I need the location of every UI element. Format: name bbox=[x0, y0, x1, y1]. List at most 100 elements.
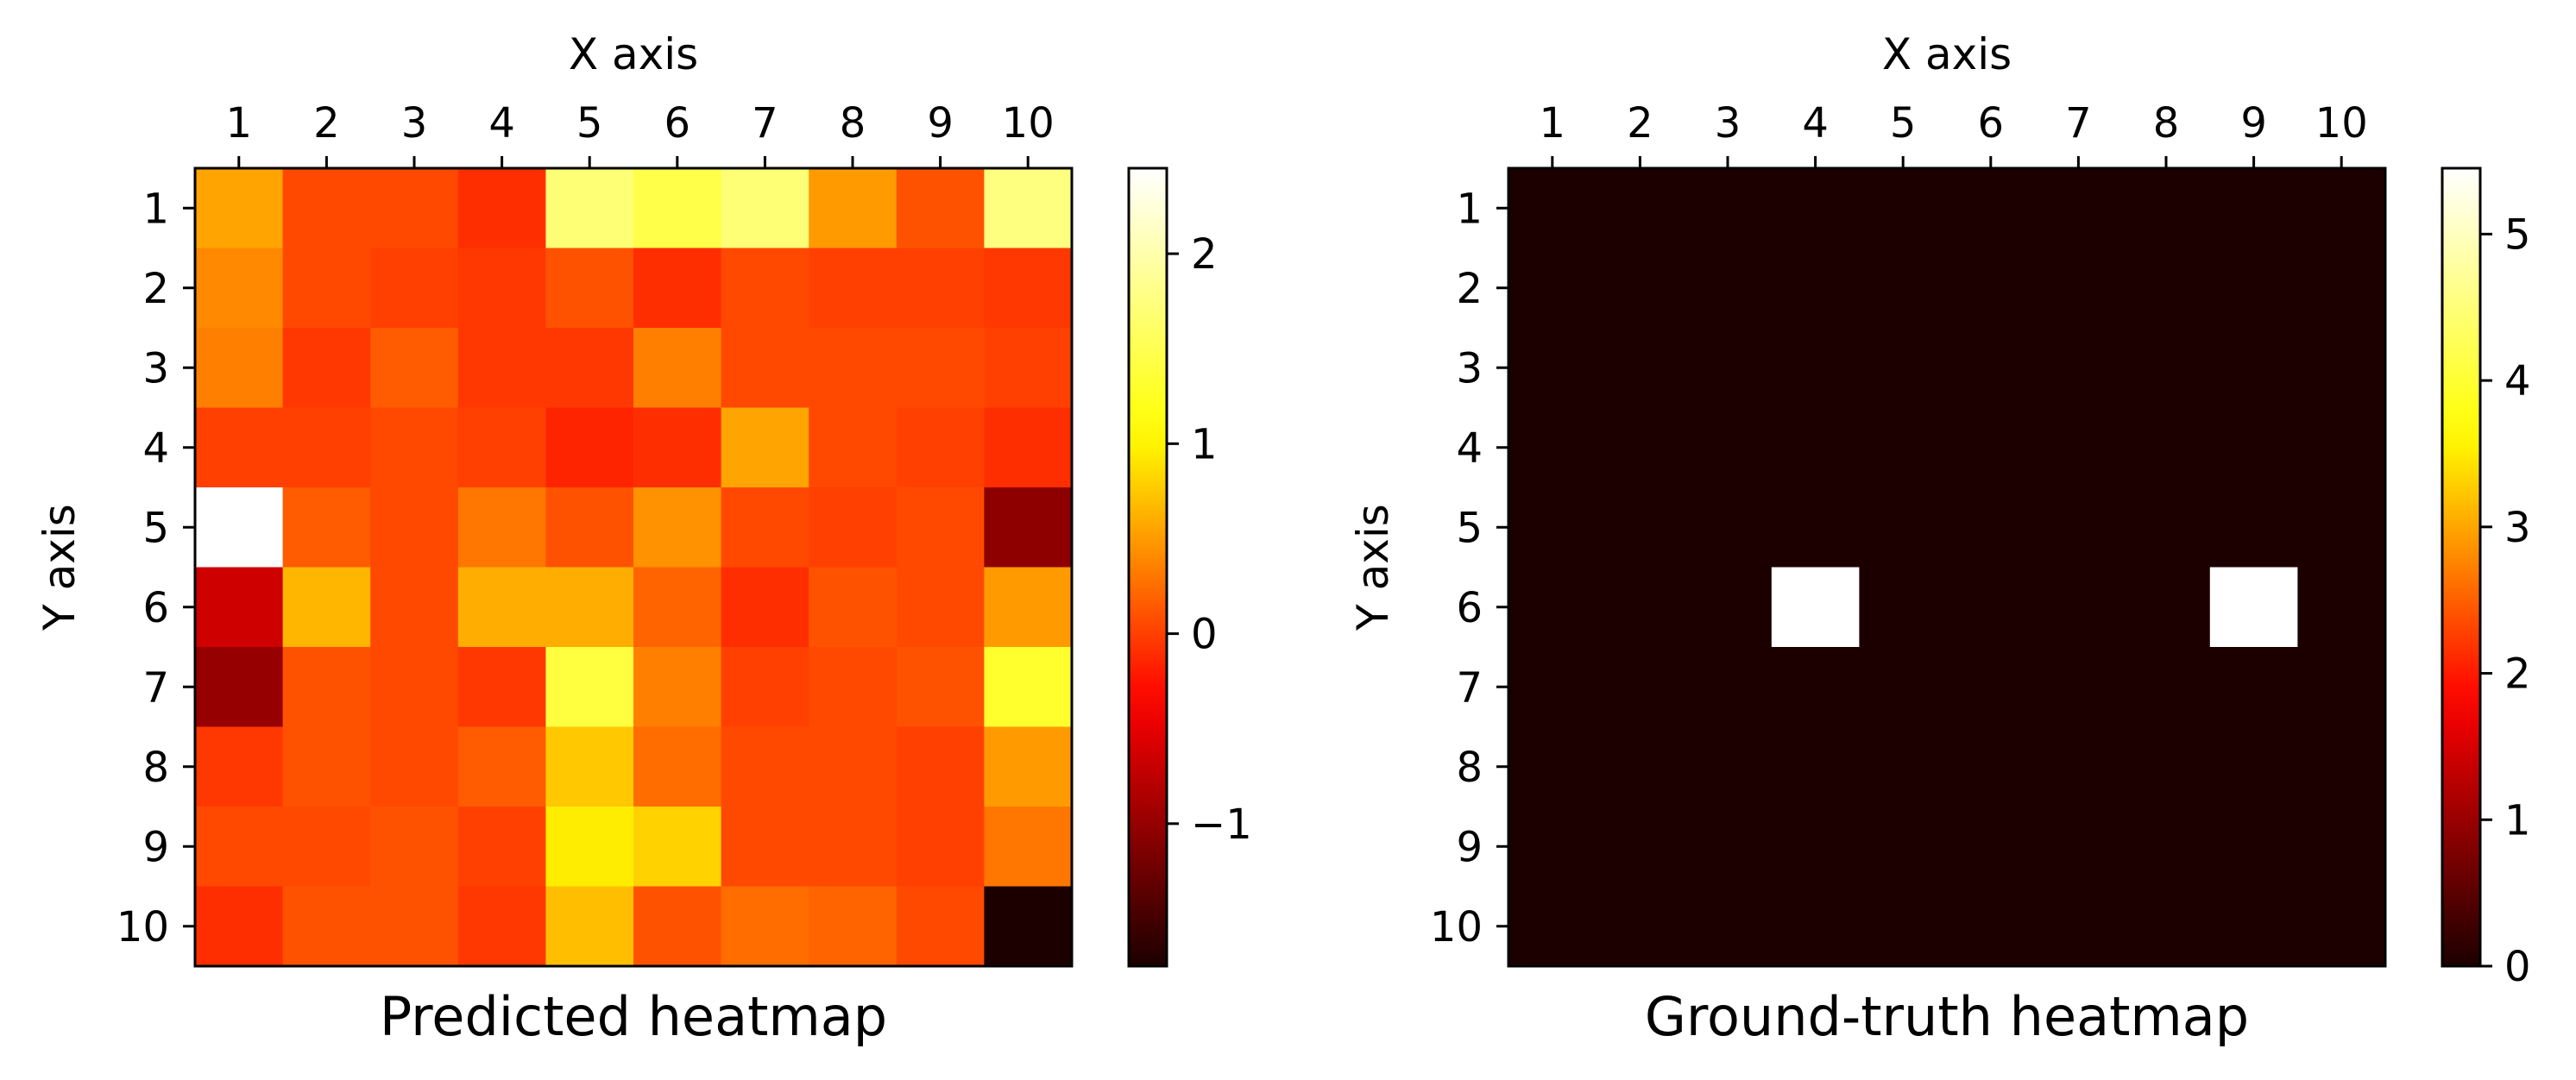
predicted-cell-r2-c10 bbox=[984, 248, 1073, 329]
ground-truth-cell-r7-c1 bbox=[1508, 647, 1597, 728]
predicted-cell-r3-c5 bbox=[545, 328, 634, 409]
ground-truth-cell-r6-c8 bbox=[2122, 567, 2211, 648]
ground-truth-cell-r6-c6 bbox=[1947, 567, 2036, 648]
ground-truth-cell-r2-c9 bbox=[2209, 248, 2298, 329]
predicted-cell-r9-c2 bbox=[282, 807, 371, 888]
predicted-cell-r10-c4 bbox=[457, 886, 546, 967]
predicted-cell-r8-c9 bbox=[896, 726, 985, 807]
ground-truth-cell-r6-c10 bbox=[2297, 567, 2386, 648]
ground-truth-cell-r3-c6 bbox=[1947, 328, 2036, 409]
predicted-cell-r9-c7 bbox=[721, 807, 809, 888]
predicted-cell-r4-c3 bbox=[370, 407, 459, 488]
ground-truth-cell-r2-c4 bbox=[1771, 248, 1860, 329]
predicted-cell-r5-c6 bbox=[633, 487, 722, 568]
ground-truth-cell-r9-c4 bbox=[1771, 807, 1860, 888]
predicted-x-tick-label: 3 bbox=[401, 99, 428, 148]
ground-truth-cell-r10-c8 bbox=[2122, 886, 2211, 967]
ground-truth-colorbar-tick-label: 0 bbox=[2504, 943, 2531, 991]
ground-truth-colorbar-tick-label: 4 bbox=[2504, 357, 2531, 405]
ground-truth-cell-r2-c8 bbox=[2122, 248, 2211, 329]
predicted-heatmap-cells bbox=[195, 168, 1073, 967]
predicted-colorbar-tick-label: 0 bbox=[1191, 611, 1218, 659]
predicted-cell-r1-c9 bbox=[896, 168, 985, 249]
predicted-cell-r4-c7 bbox=[721, 407, 809, 488]
predicted-heatmap-frame bbox=[193, 166, 1074, 968]
ground-truth-cell-r8-c10 bbox=[2297, 726, 2386, 807]
ground-truth-cell-r4-c1 bbox=[1508, 407, 1597, 488]
ground-truth-cell-r5-c3 bbox=[1684, 487, 1773, 568]
ground-truth-cell-r4-c8 bbox=[2122, 407, 2211, 488]
predicted-cell-r10-c5 bbox=[545, 886, 634, 967]
predicted-cell-r7-c6 bbox=[633, 647, 722, 728]
ground-truth-cell-r6-c2 bbox=[1596, 567, 1685, 648]
ground-truth-y-tick-label: 2 bbox=[1456, 265, 1483, 313]
predicted-cell-r9-c1 bbox=[195, 807, 284, 888]
ground-truth-cell-r5-c10 bbox=[2297, 487, 2386, 568]
predicted-cell-r2-c3 bbox=[370, 248, 459, 329]
predicted-cell-r9-c8 bbox=[809, 807, 898, 888]
ground-truth-cell-r7-c3 bbox=[1684, 647, 1773, 728]
predicted-cell-r5-c5 bbox=[545, 487, 634, 568]
ground-truth-heatmap-frame bbox=[1507, 166, 2387, 968]
predicted-x-tick-label: 2 bbox=[313, 99, 340, 148]
predicted-colorbar-ticks: −1 0 1 2 bbox=[1167, 230, 1252, 849]
predicted-y-axis-label: Y axis bbox=[35, 504, 85, 631]
predicted-cell-r7-c1 bbox=[195, 647, 284, 728]
ground-truth-cell-r9-c5 bbox=[1859, 807, 1948, 888]
ground-truth-cell-r2-c1 bbox=[1508, 248, 1597, 329]
predicted-cell-r6-c3 bbox=[370, 567, 459, 648]
predicted-cell-r7-c4 bbox=[457, 647, 546, 728]
predicted-heatmap-title: Predicted heatmap bbox=[380, 985, 887, 1048]
predicted-cell-r6-c5 bbox=[545, 567, 634, 648]
predicted-cell-r5-c4 bbox=[457, 487, 546, 568]
predicted-x-tick-label: 6 bbox=[664, 99, 691, 148]
predicted-x-tick-label: 7 bbox=[752, 99, 778, 148]
ground-truth-cell-r10-c4 bbox=[1771, 886, 1860, 967]
ground-truth-cell-r9-c3 bbox=[1684, 807, 1773, 888]
predicted-cell-r7-c8 bbox=[809, 647, 898, 728]
ground-truth-cell-r10-c10 bbox=[2297, 886, 2386, 967]
ground-truth-cell-r5-c2 bbox=[1596, 487, 1685, 568]
predicted-cell-r1-c1 bbox=[195, 168, 284, 249]
ground-truth-cell-r4-c3 bbox=[1684, 407, 1773, 488]
ground-truth-y-tick-label: 4 bbox=[1456, 424, 1483, 473]
ground-truth-cell-r9-c9 bbox=[2209, 807, 2298, 888]
ground-truth-colorbar-tick-label: 2 bbox=[2504, 650, 2531, 699]
ground-truth-x-tick-label: 6 bbox=[1978, 99, 2005, 148]
ground-truth-cell-r4-c6 bbox=[1947, 407, 2036, 488]
predicted-y-tick-label: 4 bbox=[142, 424, 169, 473]
ground-truth-y-tick-label: 9 bbox=[1456, 823, 1483, 871]
predicted-cell-r10-c2 bbox=[282, 886, 371, 967]
predicted-cell-r2-c6 bbox=[633, 248, 722, 329]
predicted-cell-r2-c9 bbox=[896, 248, 985, 329]
predicted-y-tick-label: 8 bbox=[142, 744, 169, 792]
predicted-y-tick-label: 7 bbox=[142, 663, 169, 712]
ground-truth-cell-r10-c9 bbox=[2209, 886, 2298, 967]
predicted-cell-r5-c8 bbox=[809, 487, 898, 568]
predicted-cell-r2-c1 bbox=[195, 248, 284, 329]
predicted-cell-r7-c10 bbox=[984, 647, 1073, 728]
ground-truth-colorbar-tick-label: 3 bbox=[2504, 504, 2531, 552]
ground-truth-cell-r5-c7 bbox=[2034, 487, 2123, 568]
ground-truth-cell-r5-c9 bbox=[2209, 487, 2298, 568]
ground-truth-cell-r9-c2 bbox=[1596, 807, 1685, 888]
predicted-cell-r1-c3 bbox=[370, 168, 459, 249]
predicted-cell-r10-c10 bbox=[984, 886, 1073, 967]
ground-truth-y-tick-label: 5 bbox=[1456, 504, 1483, 552]
predicted-cell-r3-c1 bbox=[195, 328, 284, 409]
ground-truth-cell-r6-c3 bbox=[1684, 567, 1773, 648]
predicted-cell-r3-c10 bbox=[984, 328, 1073, 409]
predicted-cell-r9-c3 bbox=[370, 807, 459, 888]
ground-truth-cell-r2-c5 bbox=[1859, 248, 1948, 329]
ground-truth-cell-r1-c3 bbox=[1684, 168, 1773, 249]
ground-truth-cell-r7-c10 bbox=[2297, 647, 2386, 728]
ground-truth-cell-r10-c2 bbox=[1596, 886, 1685, 967]
ground-truth-cell-r10-c6 bbox=[1947, 886, 2036, 967]
ground-truth-cell-r4-c9 bbox=[2209, 407, 2298, 488]
predicted-x-ticks: 1 2 3 4 5 6 7 8 9 10 bbox=[226, 99, 1055, 168]
predicted-cell-r3-c9 bbox=[896, 328, 985, 409]
ground-truth-cell-r7-c8 bbox=[2122, 647, 2211, 728]
ground-truth-y-ticks: 1 2 3 4 5 6 7 8 9 10 bbox=[1430, 185, 1508, 951]
ground-truth-colorbar bbox=[2441, 166, 2482, 968]
